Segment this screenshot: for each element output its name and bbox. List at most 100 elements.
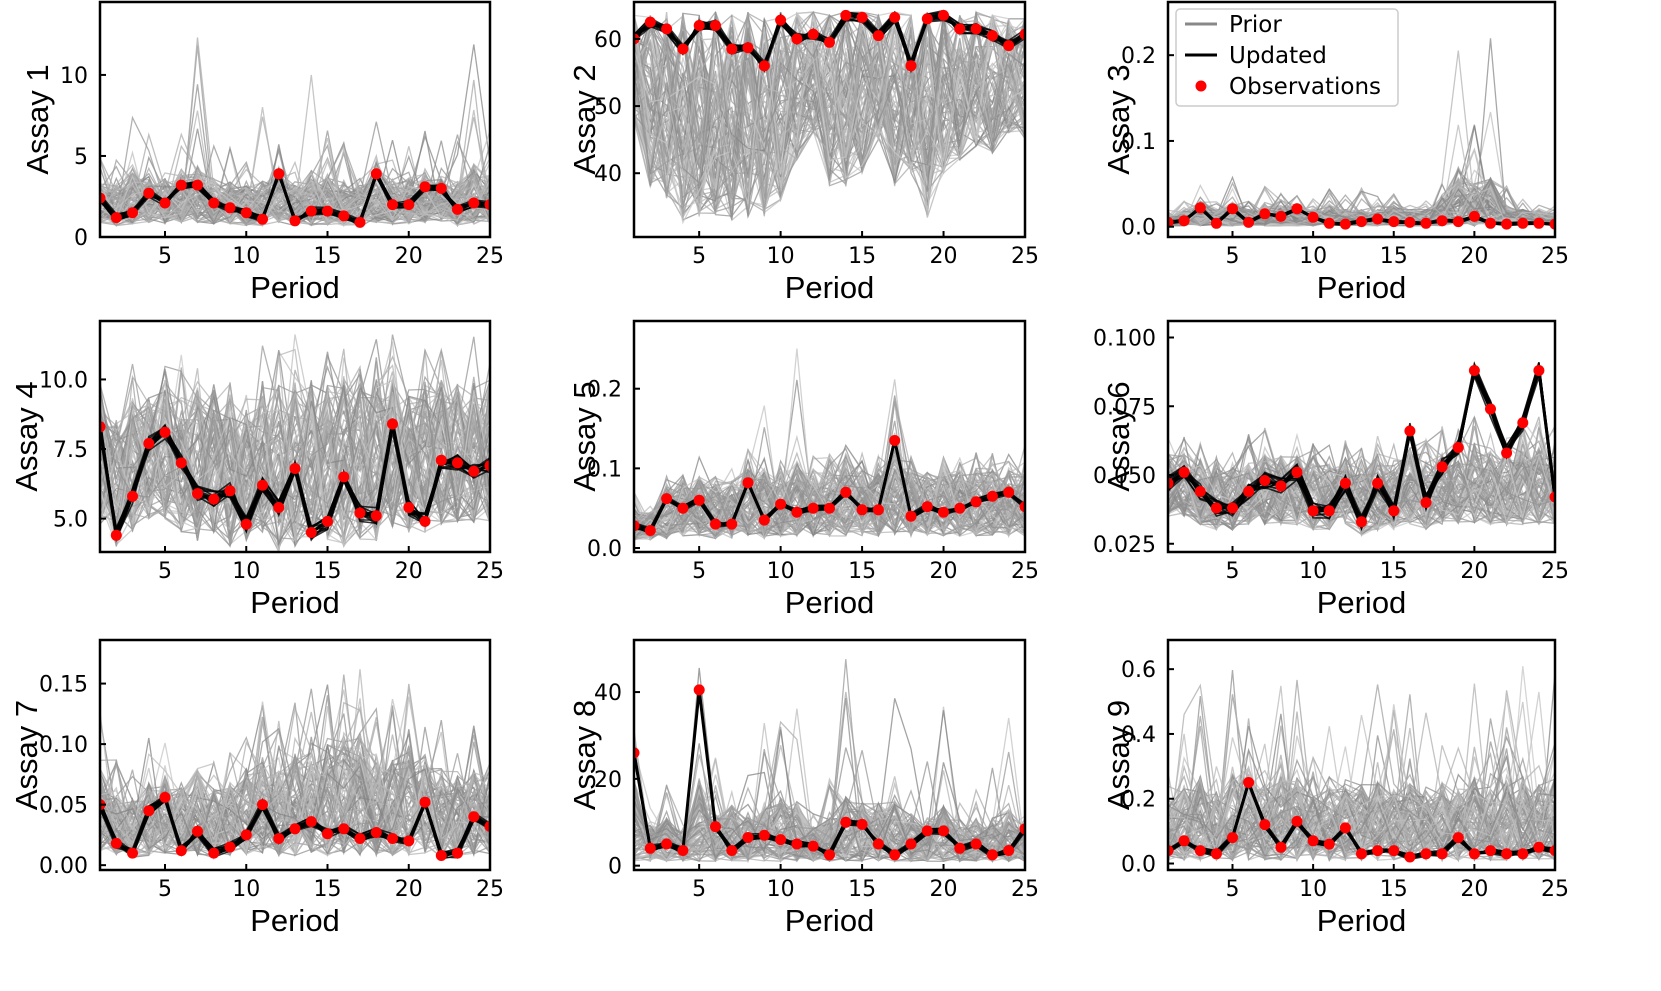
prior-line [100,336,490,537]
observation-point [921,501,933,513]
observation-point [742,832,754,843]
observation-point [305,205,317,217]
observation-point [387,199,398,211]
y-tick-label: 0.4 [1121,723,1156,748]
y-axis-label: Assay 2 [567,64,602,174]
x-axis-label: Period [1317,585,1407,620]
prior-line [634,12,1025,173]
observation-point [273,833,285,844]
panel-assay-9: 5 10 15 20 25 0.0 0.2 0.4 0.6 Period Assay 9 [1101,638,1569,938]
prior-line [634,747,1025,863]
observation-point [452,847,463,859]
prior-line [634,11,1025,201]
observation-point [159,791,171,803]
observation-point [192,488,203,500]
observation-point [1243,777,1255,788]
prior-line [100,764,490,857]
observation-point [1468,848,1480,860]
prior-line [100,701,490,856]
panel-assay-2: 5 10 15 20 25 40 50 60 Period Assay 2 [567,0,1039,305]
prior-line [100,711,490,857]
observation-point [452,457,463,469]
observation-point [208,197,220,209]
observation-point [775,834,787,846]
observation-point [305,816,317,828]
observation-point [1372,477,1384,489]
observation-point [1388,216,1400,228]
x-axis-label: Period [250,903,340,938]
x-tick-label: 25 [1011,559,1039,584]
x-tick-label: 25 [1541,559,1569,584]
prior-line [634,453,1025,537]
observation-point [1356,848,1367,860]
observation-point [338,471,350,483]
x-tick-label: 10 [232,559,260,584]
x-axis-label: Period [785,270,875,305]
observation-point [1339,218,1351,230]
observation-point [824,36,835,48]
observation-point [1339,822,1351,834]
observation-point [208,847,220,859]
observation-point [677,502,689,514]
observation-point [143,805,155,817]
prior-line [634,783,1025,861]
y-tick-label: 0.2 [1121,788,1156,813]
prior-line [634,11,1025,213]
x-tick-label: 20 [395,244,423,269]
observation-point [143,438,155,449]
observation-point [677,43,689,55]
observation-point [1019,501,1025,513]
x-tick-label: 20 [1460,244,1488,269]
observation-point [807,502,819,514]
observation-point [1178,466,1190,478]
observation-point [192,825,203,837]
observation-point [1468,365,1480,376]
x-tick-label: 5 [158,559,172,584]
observation-point [484,199,490,211]
x-tick-label: 15 [1380,559,1408,584]
observation-point [484,460,490,472]
observation-point [1243,486,1255,497]
observation-point [1549,218,1555,230]
legend-label-prior: Prior [1229,12,1282,38]
axes-frame [632,638,1027,872]
observation-point [354,216,366,228]
x-tick-label: 10 [232,877,260,902]
observation-point [143,187,155,199]
observation-point [954,23,966,35]
legend-label-observations: Observations [1229,74,1381,100]
observation-point [840,486,852,498]
axes-frame [632,319,1027,554]
observation-point [1019,28,1025,40]
x-axis-label: Period [1317,903,1407,938]
observation-point [889,849,901,861]
x-tick-label: 25 [476,244,504,269]
observation-point [403,199,415,211]
y-tick-label: 0.0 [1121,216,1156,241]
observation-point [824,502,835,514]
x-tick-label: 5 [692,244,706,269]
prior-line [100,731,490,857]
observation-point [403,835,415,847]
prior-line [634,789,1025,863]
prior-line [100,134,490,225]
observation-point [175,179,187,191]
observation-point [954,842,966,854]
x-tick-label: 20 [930,877,958,902]
x-tick-label: 5 [692,559,706,584]
observation-point [1404,425,1416,437]
observation-point [1485,217,1496,229]
plot-area [1168,666,1555,863]
observation-point [872,30,884,42]
observation-point [1227,502,1238,514]
observation-point [257,479,268,491]
observation-point [1468,210,1480,222]
observation-point [905,510,917,522]
y-tick-label: 40 [594,681,622,706]
observation-point [370,510,382,522]
x-tick-label: 5 [158,877,172,902]
observation-point [435,850,447,861]
prior-line [634,12,1025,184]
panel-assay-4: 5 10 15 20 25 5.0 7.5 10.0 Period Assay 4 [9,319,504,620]
observation-point [1178,835,1190,847]
